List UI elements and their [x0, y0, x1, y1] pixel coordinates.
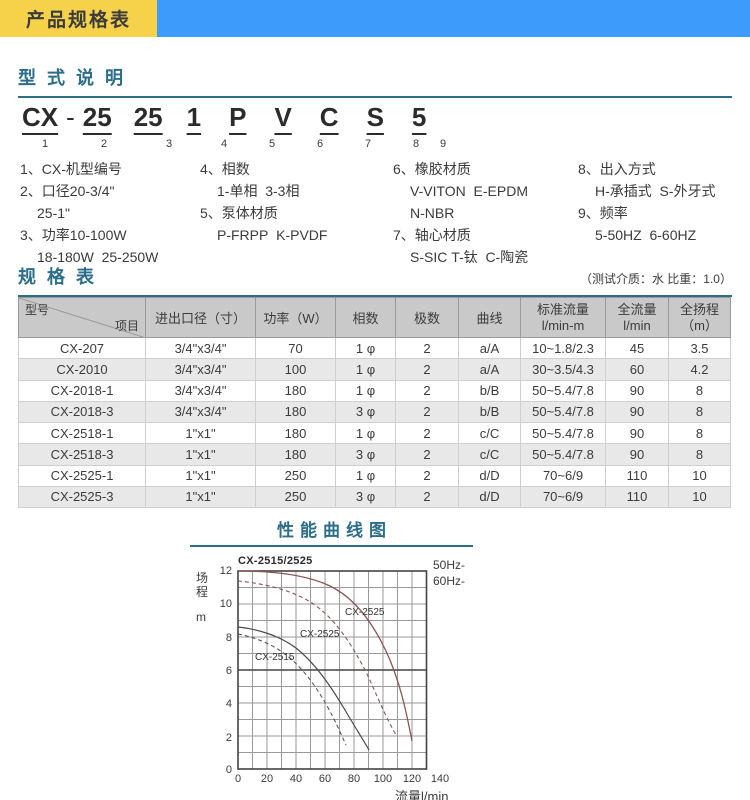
svg-text:CX-2515: CX-2515 [255, 652, 295, 663]
svg-text:4: 4 [226, 698, 232, 710]
svg-text:2: 2 [226, 732, 232, 744]
svg-text:120: 120 [403, 773, 421, 785]
svg-text:6: 6 [226, 665, 232, 677]
svg-text:8: 8 [226, 632, 232, 644]
svg-text:60: 60 [319, 773, 331, 785]
svg-text:20: 20 [261, 773, 273, 785]
svg-text:0: 0 [235, 773, 241, 785]
svg-text:10: 10 [220, 598, 232, 610]
svg-text:CX-2525: CX-2525 [300, 629, 340, 640]
svg-text:40: 40 [290, 773, 302, 785]
svg-text:0: 0 [226, 764, 232, 776]
svg-text:CX-2525: CX-2525 [345, 607, 385, 618]
svg-text:12: 12 [220, 565, 232, 577]
svg-text:100: 100 [374, 773, 392, 785]
svg-text:140: 140 [431, 773, 449, 785]
svg-text:80: 80 [348, 773, 360, 785]
